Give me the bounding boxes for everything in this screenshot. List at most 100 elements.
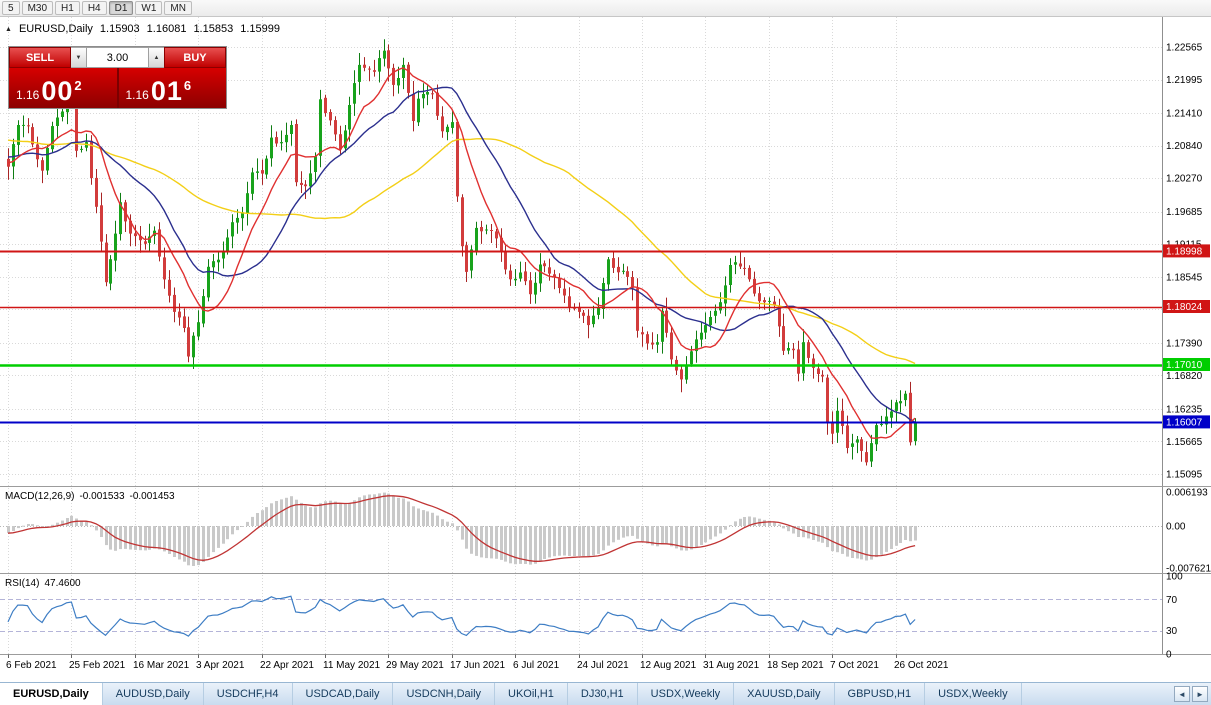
macd-histogram [7, 492, 917, 566]
svg-text:6 Jul 2021: 6 Jul 2021 [513, 660, 560, 671]
buy-price-prefix: 1.16 [125, 88, 149, 102]
timeframe-button-5[interactable]: 5 [2, 1, 20, 15]
date-axis: 6 Feb 2021 25 Feb 2021 16 Mar 2021 3 Apr 20… [6, 654, 949, 671]
ohlc-high: 1.16081 [146, 23, 187, 35]
svg-text:70: 70 [1166, 595, 1178, 606]
svg-text:1.16007: 1.16007 [1166, 417, 1203, 428]
svg-text:25 Feb 2021: 25 Feb 2021 [69, 660, 126, 671]
svg-text:6 Feb 2021: 6 Feb 2021 [6, 660, 57, 671]
symbol-tab-usdcnh-daily[interactable]: USDCNH,Daily [393, 683, 496, 705]
ma-slow-line [7, 137, 916, 365]
symbol-tab-ukoil-h1[interactable]: UKOil,H1 [495, 683, 568, 705]
buy-price-display[interactable]: 1.16 01 6 [116, 68, 227, 108]
rsi-line [7, 595, 916, 637]
price-tags: 1.18998 1.18024 1.17010 1.16007 [1163, 244, 1210, 429]
svg-text:-0.007621: -0.007621 [1166, 563, 1211, 574]
svg-text:1.17010: 1.17010 [1166, 360, 1203, 371]
symbol-tab-dj30-h1[interactable]: DJ30,H1 [568, 683, 638, 705]
volume-decrease-button[interactable]: ▼ [71, 47, 86, 68]
svg-text:1.16820: 1.16820 [1166, 371, 1203, 382]
ma-fast-line [7, 67, 916, 440]
svg-text:100: 100 [1166, 572, 1183, 583]
ohlc-close: 1.15999 [240, 23, 280, 35]
timeframe-toolbar: 5 M30 H1 H4 D1 W1 MN [0, 0, 1211, 17]
symbol-tab-usdx-weekly[interactable]: USDX,Weekly [925, 683, 1022, 705]
grid [0, 17, 1162, 654]
ohlc-open: 1.15903 [99, 23, 140, 35]
svg-text:7 Oct 2021: 7 Oct 2021 [830, 660, 879, 671]
svg-text:1.20840: 1.20840 [1166, 141, 1203, 152]
timeframe-button-h1[interactable]: H1 [55, 1, 80, 15]
svg-text:26 Oct 2021: 26 Oct 2021 [894, 660, 949, 671]
triangle-up-icon: ▲ [153, 54, 160, 61]
axes [0, 17, 1211, 682]
svg-text:12 Aug 2021: 12 Aug 2021 [640, 660, 697, 671]
macd-name: MACD(12,26,9) [5, 491, 75, 502]
volume-increase-button[interactable]: ▲ [149, 47, 164, 68]
timeframe-button-mn[interactable]: MN [164, 1, 192, 15]
svg-text:24 Jul 2021: 24 Jul 2021 [577, 660, 629, 671]
chart-area: 1.22565 1.21995 1.21410 1.20840 1.20270 1.196… [0, 17, 1211, 682]
macd-signal-line [7, 495, 916, 562]
svg-text:1.19685: 1.19685 [1166, 207, 1203, 218]
sell-button[interactable]: SELL [9, 47, 71, 68]
sell-price-prefix: 1.16 [16, 88, 40, 102]
tab-scroll-arrows: ◄ ► [1174, 683, 1211, 705]
symbol-tab-eurusd-daily[interactable]: EURUSD,Daily [0, 683, 103, 705]
svg-text:1.16235: 1.16235 [1166, 404, 1203, 415]
macd-value-main: -0.001533 [79, 491, 125, 502]
horizontal-levels [0, 250, 1162, 424]
symbol-tab-usdx-weekly[interactable]: USDX,Weekly [638, 683, 735, 705]
sell-price-display[interactable]: 1.16 00 2 [9, 68, 117, 108]
symbol-tab-audusd-daily[interactable]: AUDUSD,Daily [103, 683, 204, 705]
svg-text:29 May 2021: 29 May 2021 [386, 660, 444, 671]
svg-text:1.20270: 1.20270 [1166, 174, 1203, 185]
svg-text:0.00: 0.00 [1166, 522, 1186, 533]
svg-text:31 Aug 2021: 31 Aug 2021 [703, 660, 760, 671]
tab-scroll-left-button[interactable]: ◄ [1174, 686, 1190, 702]
chart-ohlc-header: ▲ EURUSD,Daily 1.15903 1.16081 1.15853 1… [5, 23, 280, 35]
chart-svg: 1.22565 1.21995 1.21410 1.20840 1.20270 1.196… [0, 17, 1211, 682]
svg-text:17 Jun 2021: 17 Jun 2021 [450, 660, 505, 671]
sell-price-big-digits: 00 [41, 76, 74, 106]
volume-input[interactable] [86, 47, 149, 68]
buy-price-big-digits: 01 [150, 76, 183, 106]
symbol-tab-usdchf-h4[interactable]: USDCHF,H4 [204, 683, 293, 705]
timeframe-button-d1[interactable]: D1 [108, 1, 134, 15]
macd-indicator-label: MACD(12,26,9) -0.001533 -0.001453 [5, 491, 175, 502]
svg-text:16 Mar 2021: 16 Mar 2021 [133, 660, 190, 671]
tab-scroll-right-button[interactable]: ► [1192, 686, 1208, 702]
svg-text:1.18545: 1.18545 [1166, 272, 1203, 283]
macd-value-signal: -0.001453 [129, 491, 175, 502]
svg-text:0.006193: 0.006193 [1166, 488, 1208, 499]
svg-text:3 Apr 2021: 3 Apr 2021 [196, 660, 245, 671]
svg-text:0: 0 [1166, 650, 1172, 661]
symbol-tab-gbpusd-h1[interactable]: GBPUSD,H1 [835, 683, 926, 705]
one-click-trade-panel: SELL ▼ ▲ BUY 1.16 00 2 1.16 01 6 [8, 46, 227, 109]
svg-text:1.18998: 1.18998 [1166, 246, 1203, 257]
symbol-tab-usdcad-daily[interactable]: USDCAD,Daily [293, 683, 394, 705]
rsi-indicator-label: RSI(14) 47.4600 [5, 578, 81, 589]
rsi-value: 47.4600 [44, 578, 81, 589]
svg-text:1.15665: 1.15665 [1166, 437, 1203, 448]
symbol-tab-xauusd-daily[interactable]: XAUUSD,Daily [734, 683, 835, 705]
svg-text:22 Apr 2021: 22 Apr 2021 [260, 660, 314, 671]
svg-text:1.21410: 1.21410 [1166, 109, 1203, 120]
triangle-down-icon: ▼ [75, 54, 82, 61]
buy-button[interactable]: BUY [164, 47, 226, 68]
timeframe-button-m30[interactable]: M30 [21, 1, 54, 15]
svg-text:11 May 2021: 11 May 2021 [323, 660, 381, 671]
symbol-tab-bar: EURUSD,Daily AUDUSD,Daily USDCHF,H4 USDCAD,… [0, 682, 1211, 705]
svg-text:1.21995: 1.21995 [1166, 75, 1203, 86]
svg-text:30: 30 [1166, 626, 1178, 637]
svg-text:1.18024: 1.18024 [1166, 302, 1203, 313]
timeframe-button-h4[interactable]: H4 [81, 1, 107, 15]
chart-symbol-label: EURUSD,Daily [18, 23, 93, 35]
buy-price-pip-digit: 6 [183, 78, 192, 93]
svg-text:18 Sep 2021: 18 Sep 2021 [767, 660, 824, 671]
timeframe-button-w1[interactable]: W1 [135, 1, 163, 15]
sell-price-pip-digit: 2 [74, 78, 82, 93]
quick-trade-toggle-icon[interactable]: ▲ [5, 25, 12, 33]
svg-text:1.15095: 1.15095 [1166, 470, 1203, 481]
rsi-name: RSI(14) [5, 578, 40, 589]
